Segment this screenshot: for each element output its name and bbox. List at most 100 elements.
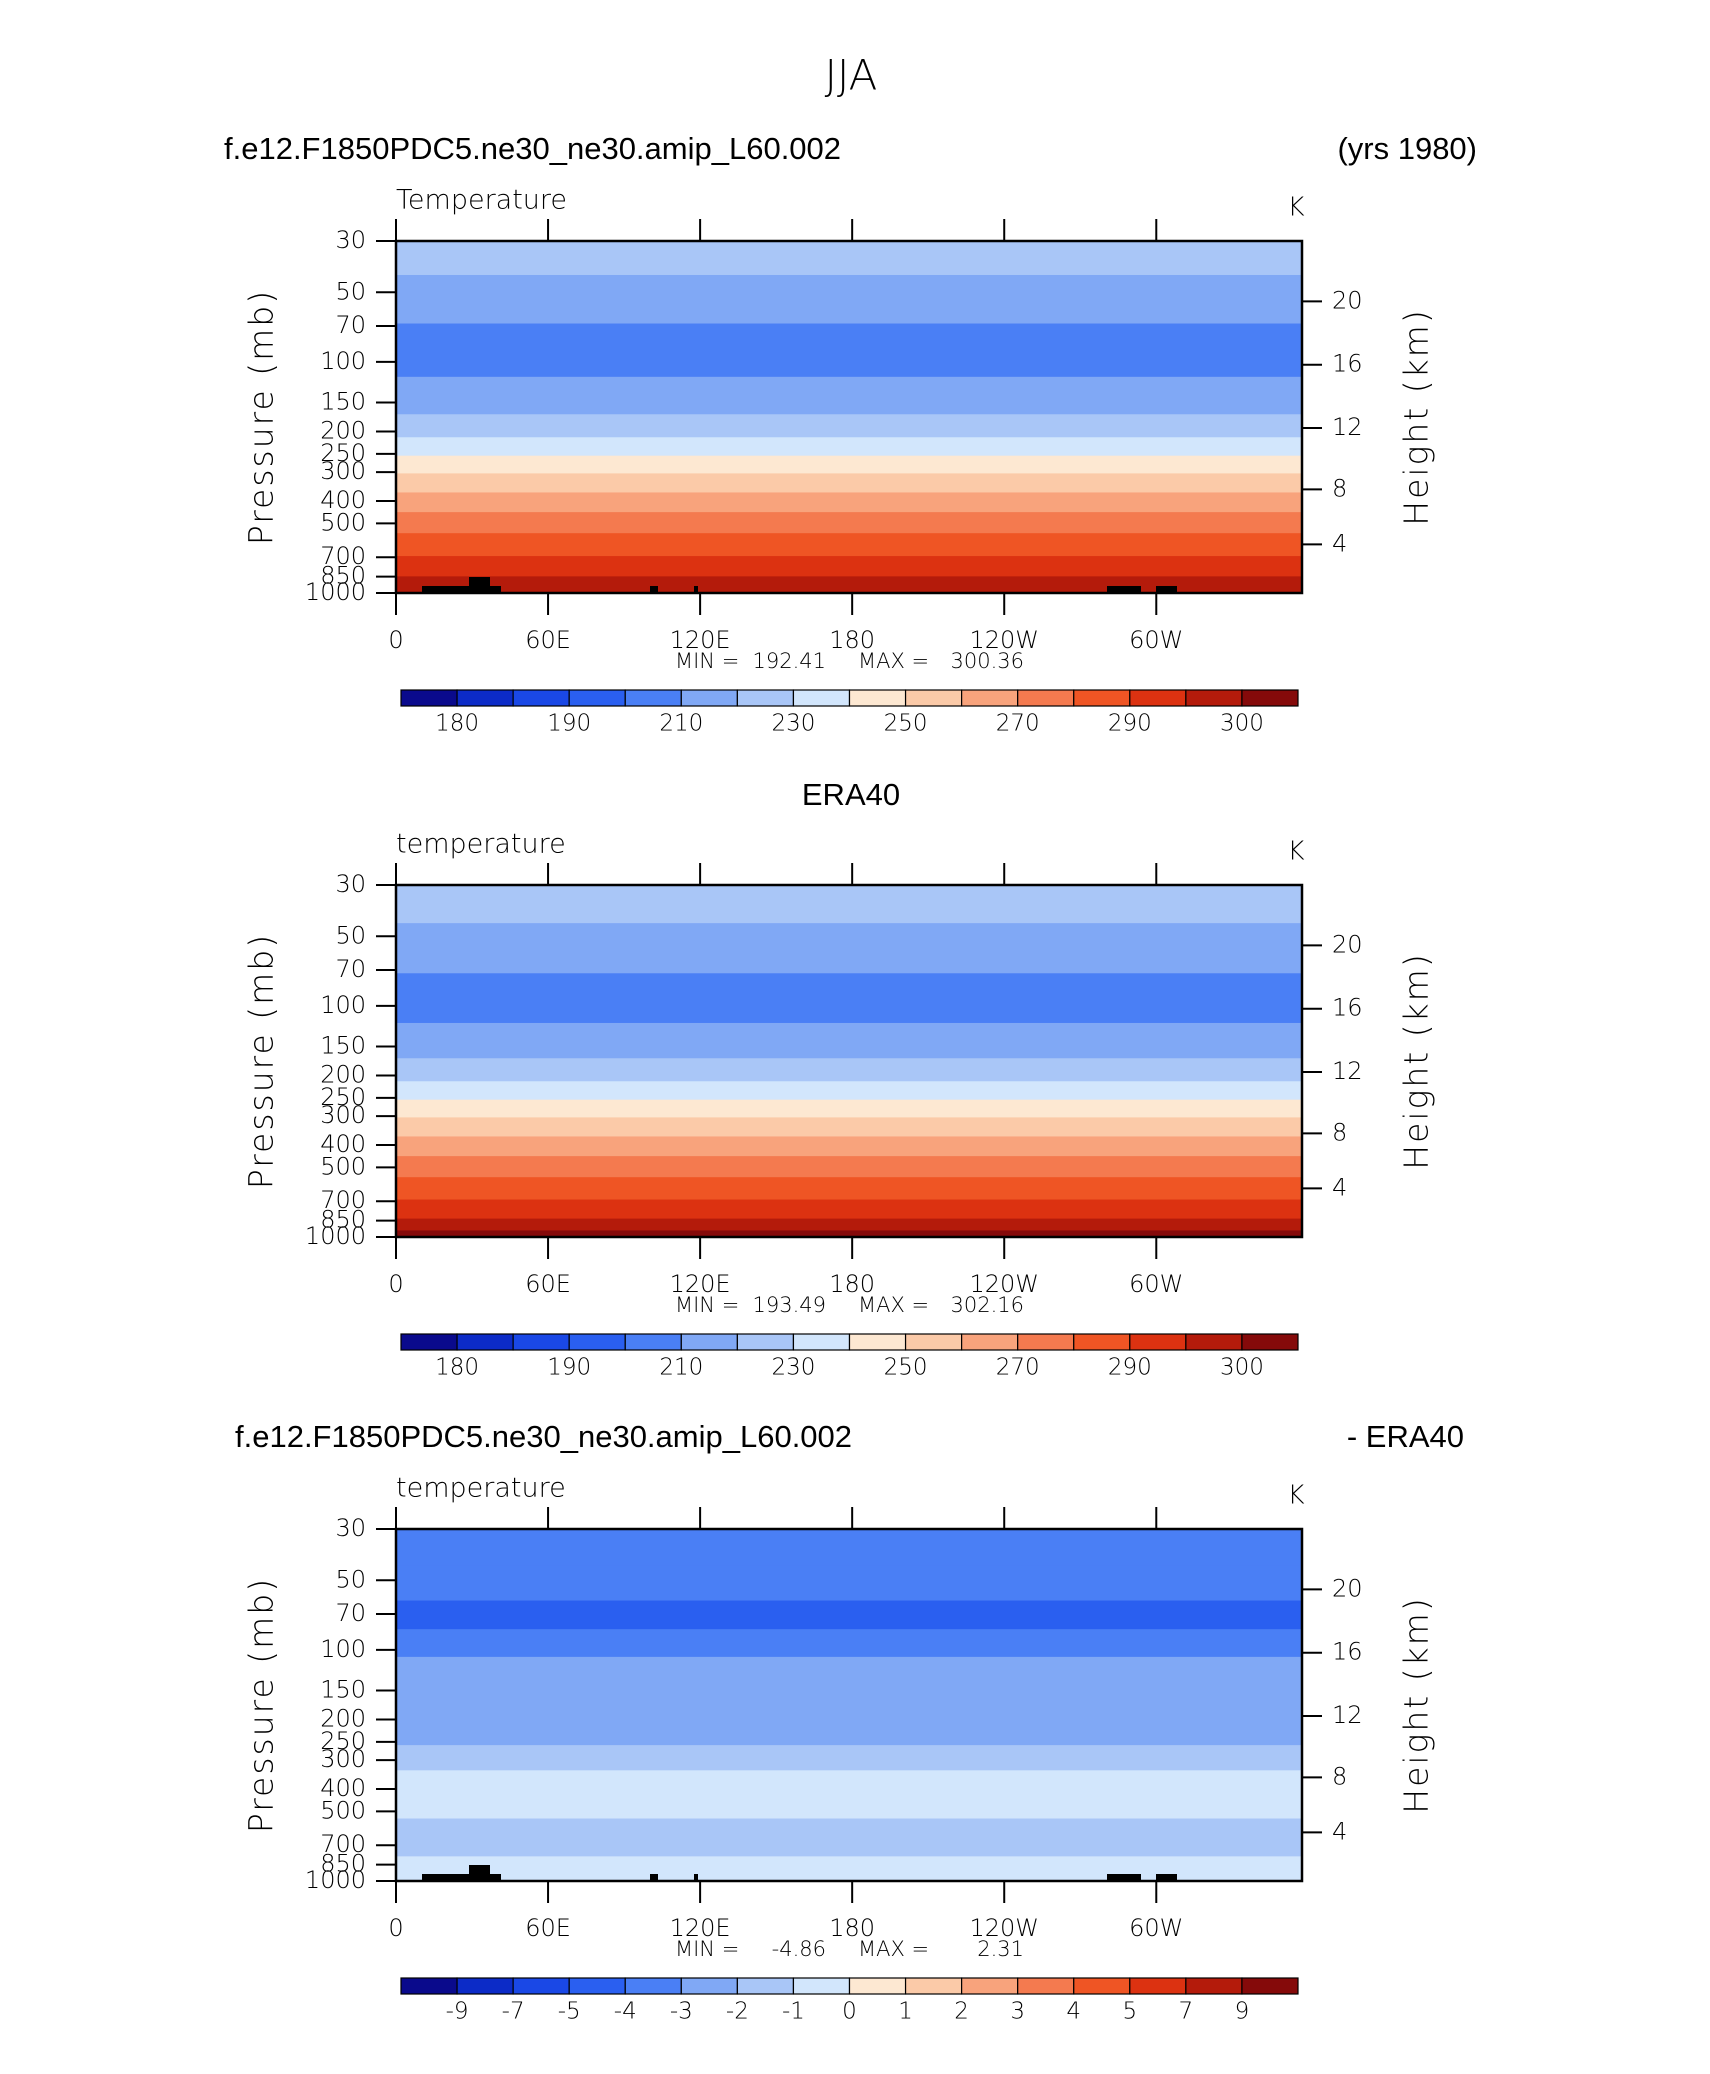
colorbar-box <box>792 689 851 707</box>
units: K <box>1287 1481 1304 1511</box>
x-tick-label: 120E <box>670 1270 731 1298</box>
contour-band <box>396 1687 1302 1719</box>
terrain <box>469 577 490 593</box>
y-tick-label: 70 <box>335 955 366 983</box>
colorbar-label: 210 <box>659 711 703 737</box>
terrain <box>694 1874 698 1881</box>
contour-band <box>396 1199 1302 1220</box>
y-tick-label: 150 <box>320 1676 366 1704</box>
y2-tick-label: 12 <box>1332 1701 1363 1729</box>
contour-band <box>396 1818 1302 1840</box>
contour-band <box>396 923 1302 974</box>
colorbar-label: 300 <box>1220 1355 1264 1381</box>
plot-frame <box>394 239 1304 595</box>
panel-title: ERA40 <box>802 777 900 812</box>
units: K <box>1287 837 1304 867</box>
colorbar-box <box>961 689 1019 707</box>
contour-band <box>396 241 1302 276</box>
contour-band <box>396 1156 1302 1178</box>
y-tick-label: 1000 <box>305 1866 366 1894</box>
colorbar-box <box>1185 689 1243 707</box>
colorbar-box <box>400 689 458 707</box>
terrain <box>1156 1874 1177 1881</box>
contour-band <box>396 1656 1302 1689</box>
x-tick-label: 60E <box>525 1914 571 1942</box>
y-tick-label: 50 <box>335 921 366 949</box>
colorbar-box <box>736 1333 795 1351</box>
contour-band <box>396 1770 1302 1797</box>
colorbar-box <box>456 689 514 707</box>
y-tick-label: 250 <box>320 1727 366 1755</box>
colorbar-box <box>1185 1333 1243 1351</box>
colorbar-label: -5 <box>558 1999 581 2025</box>
colorbar-box <box>624 689 682 707</box>
colorbar-label: 300 <box>1220 711 1264 737</box>
x-tick-label: 60E <box>525 626 571 654</box>
x-tick-label: 120E <box>670 1914 731 1942</box>
max-value: 302.16 <box>951 1293 1024 1317</box>
terrain <box>422 586 501 593</box>
terrain <box>650 586 658 593</box>
colorbar-label: 180 <box>435 1355 479 1381</box>
contour-band <box>396 556 1302 577</box>
y-tick-label: 70 <box>335 1599 366 1627</box>
colorbar-box <box>1129 1977 1187 1995</box>
y-tick-label: 200 <box>320 416 366 444</box>
units: K <box>1287 193 1304 223</box>
contour-band <box>396 1795 1302 1820</box>
contour-band <box>396 1136 1302 1157</box>
colorbar-box <box>1129 689 1187 707</box>
terrain <box>469 1865 490 1881</box>
colorbar-label: 270 <box>996 711 1040 737</box>
y-axis-label: Pressure (mb) <box>242 1577 281 1833</box>
y2-tick-label: 4 <box>1332 529 1347 557</box>
colorbar-box <box>568 689 626 707</box>
colorbar-box <box>1241 1977 1299 1995</box>
colorbar-label: 3 <box>1010 1999 1025 2025</box>
contour-band <box>396 1529 1302 1567</box>
min-label: MIN = <box>675 1937 739 1961</box>
x-tick-label: 120W <box>969 626 1039 654</box>
y2-tick-label: 16 <box>1332 350 1363 378</box>
contour-band <box>396 414 1302 438</box>
colorbar-box <box>1017 1977 1075 1995</box>
min-value: 192.41 <box>753 649 826 673</box>
x-tick-label: 60E <box>525 1270 571 1298</box>
y-tick-label: 100 <box>320 991 366 1019</box>
min-value: 193.49 <box>753 1293 826 1317</box>
y-tick-label: 500 <box>320 1152 366 1180</box>
colorbar-box <box>624 1333 682 1351</box>
contour-band <box>396 1099 1302 1118</box>
colorbar-box <box>904 1333 963 1351</box>
y2-tick-label: 16 <box>1332 994 1363 1022</box>
x-tick-label: 120W <box>969 1270 1039 1298</box>
y-tick-label: 500 <box>320 508 366 536</box>
colorbar-box <box>680 1977 738 1995</box>
max-label: MAX = <box>858 649 929 673</box>
colorbar-label: 9 <box>1235 1999 1250 2025</box>
contour-band <box>396 437 1302 457</box>
colorbar-box <box>1073 689 1131 707</box>
colorbar-box <box>568 1977 626 1995</box>
x-tick-label: 180 <box>829 1270 875 1298</box>
colorbar-box <box>848 689 907 707</box>
x-tick-label: 0 <box>388 626 403 654</box>
colorbar-box <box>400 1333 458 1351</box>
y-tick-label: 850 <box>320 562 366 590</box>
max-label: MAX = <box>858 1937 929 1961</box>
y-tick-label: 30 <box>335 226 366 254</box>
contour-band <box>396 1838 1302 1857</box>
max-value: 300.36 <box>951 649 1024 673</box>
colorbar-box <box>1017 1333 1075 1351</box>
y-tick-label: 30 <box>335 870 366 898</box>
colorbar-label: 0 <box>842 1999 857 2025</box>
x-tick-label: 60W <box>1129 1270 1183 1298</box>
min-label: MIN = <box>675 649 739 673</box>
y-tick-label: 70 <box>335 311 366 339</box>
y-tick-label: 1000 <box>305 1222 366 1250</box>
y2-tick-label: 4 <box>1332 1173 1347 1201</box>
contour-band <box>396 473 1302 493</box>
min-label: MIN = <box>675 1293 739 1317</box>
contour-band <box>396 1022 1302 1059</box>
y-tick-label: 500 <box>320 1796 366 1824</box>
